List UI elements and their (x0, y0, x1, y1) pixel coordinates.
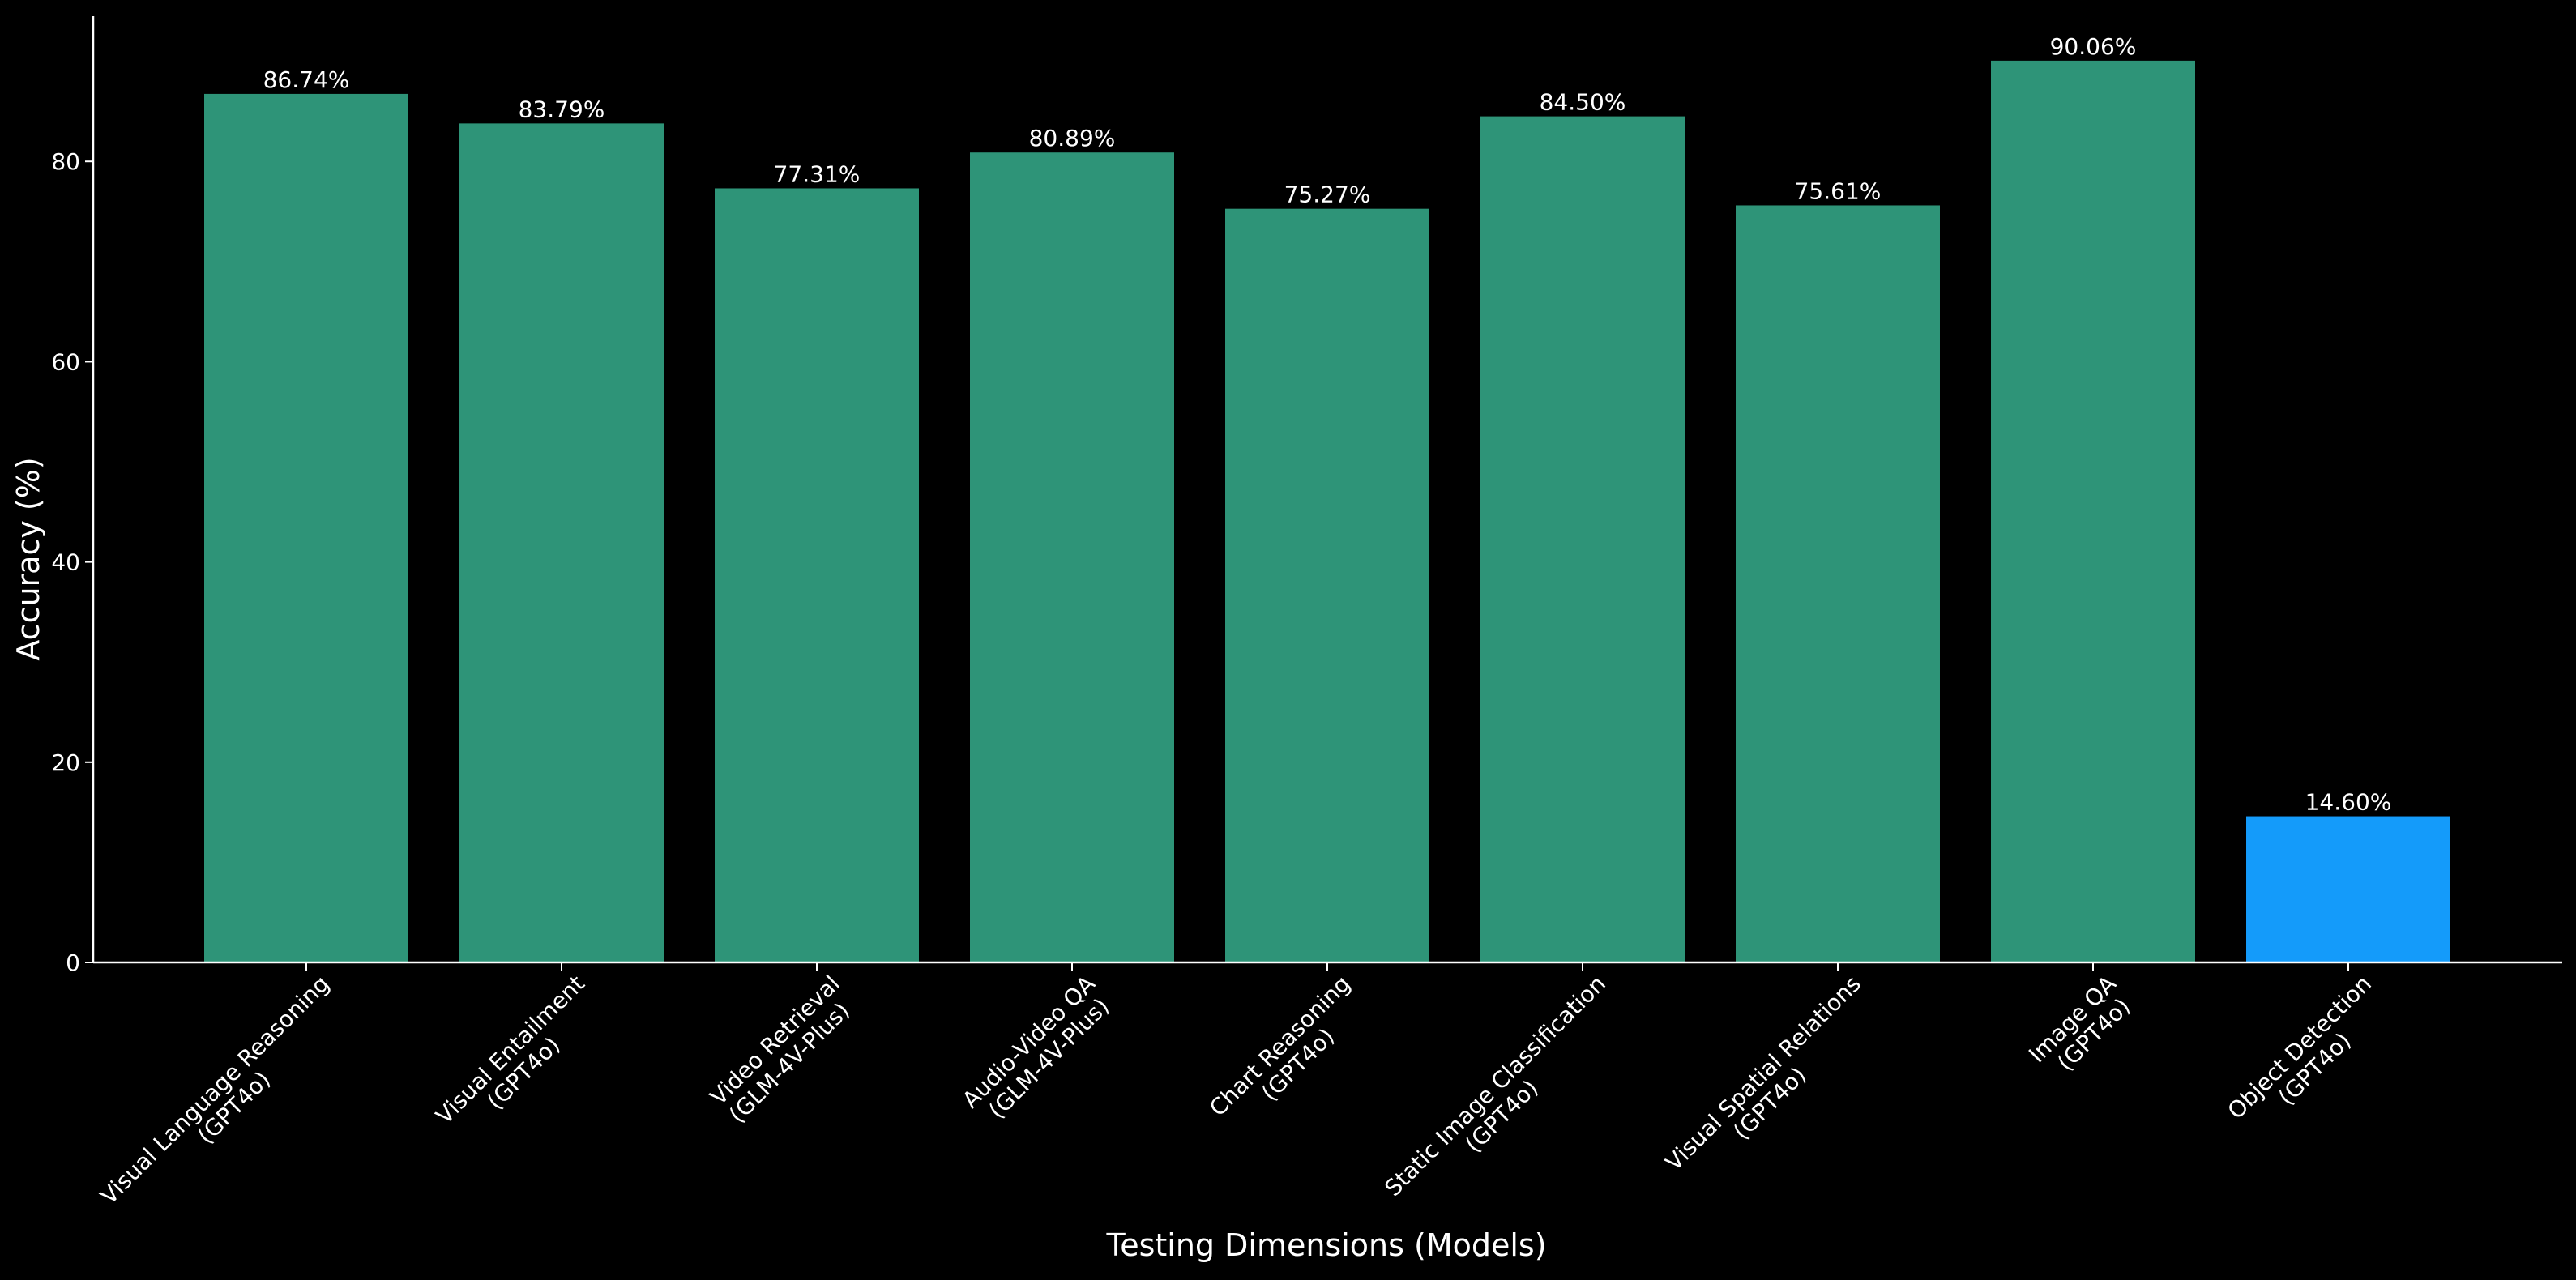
bar-value-label: 75.61% (1795, 177, 1882, 204)
bar-value-label: 80.89% (1029, 125, 1116, 151)
y-tick-label: 80 (51, 148, 80, 175)
x-tick-label: Static Image Classification(GPT4o) (1379, 971, 1629, 1220)
y-tick-label: 0 (66, 949, 80, 976)
y-tick-label: 40 (51, 549, 80, 576)
bar (1480, 116, 1685, 962)
bar (204, 93, 408, 962)
bar (1736, 205, 1940, 963)
bar-value-label: 90.06% (2050, 33, 2137, 60)
x-tick-label-line: Visual Entailment (430, 971, 589, 1129)
bars-group (204, 60, 2450, 963)
bar-value-label: 84.50% (1540, 89, 1626, 116)
x-tick-label: Image QA(GPT4o) (2023, 971, 2139, 1086)
bar-value-label: 86.74% (263, 66, 350, 93)
x-tick-label: Chart Reasoning(GPT4o) (1204, 971, 1373, 1140)
bar (1225, 208, 1429, 963)
bar-value-label: 14.60% (2305, 789, 2392, 816)
x-tick-label: Visual Spatial Relations(GPT4o) (1660, 971, 1885, 1195)
bar-value-label: 77.31% (774, 160, 861, 187)
x-tick-label: Visual Entailment(GPT4o) (430, 971, 608, 1148)
bar (715, 188, 919, 962)
bar-value-label: 83.79% (519, 96, 605, 122)
x-tick-label: Video Retrieval(GLM-4V-Plus) (705, 971, 864, 1129)
x-axis-title: Testing Dimensions (Models) (1105, 1227, 1546, 1263)
y-tick-label: 60 (51, 348, 80, 375)
x-tick-label: Audio-Video QA(GLM-4V-Plus) (957, 971, 1118, 1132)
y-tick-label: 20 (51, 749, 80, 776)
y-axis-title: Accuracy (%) (11, 457, 46, 660)
x-tick-label-line: Static Image Classification (1379, 971, 1611, 1202)
bar (1991, 60, 2195, 963)
x-tick-label-line: Visual Spatial Relations (1660, 971, 1866, 1176)
bar (970, 152, 1174, 962)
x-tick-label-line: Visual Language Reasoning (95, 971, 335, 1210)
bar-value-label: 75.27% (1284, 181, 1371, 208)
axes-group (85, 16, 2562, 971)
bar (459, 123, 664, 963)
x-tick-label: Visual Language Reasoning(GPT4o) (95, 971, 352, 1228)
x-tick-label: Object Detection(GPT4o) (2223, 971, 2395, 1143)
bar (2246, 816, 2450, 962)
